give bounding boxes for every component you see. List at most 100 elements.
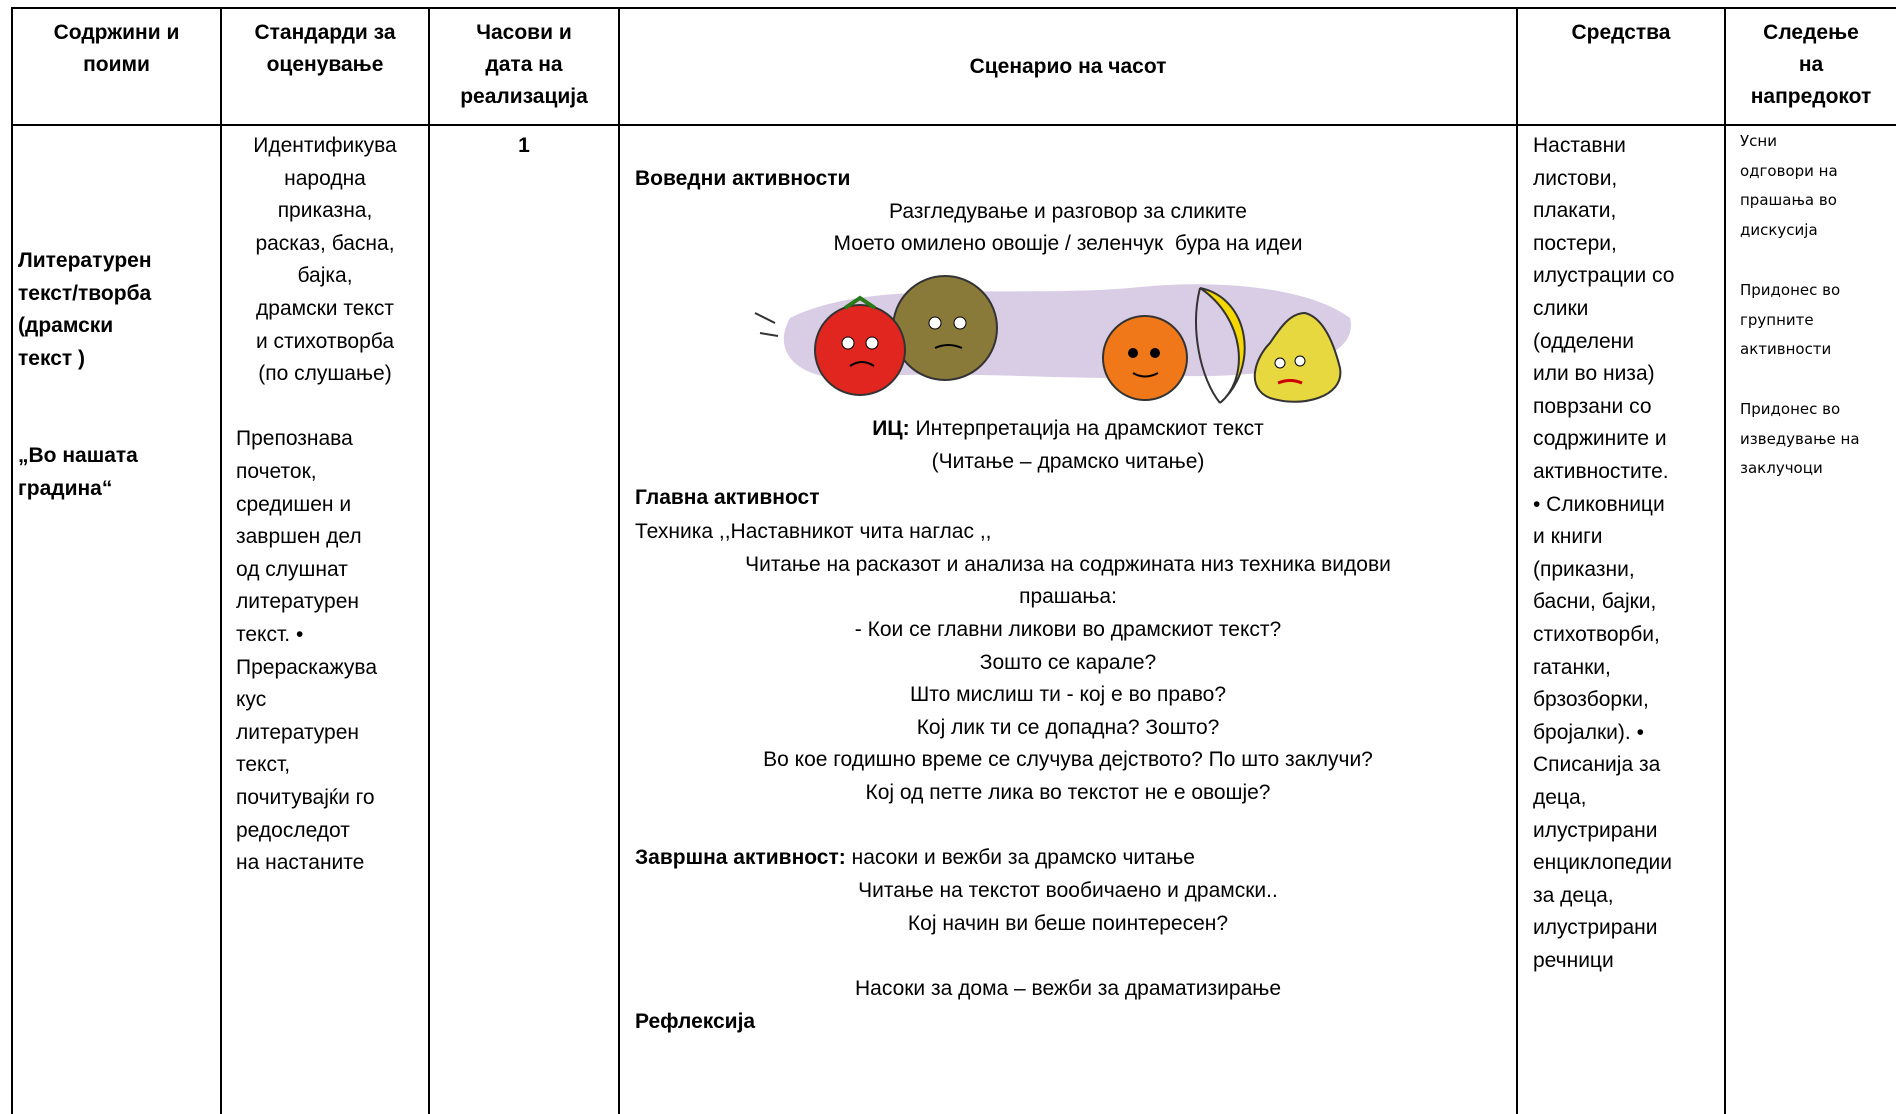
resource-line: брзозборки, — [1533, 684, 1649, 716]
resource-line: или во низа) — [1533, 358, 1655, 390]
resource-line: илустрации со — [1533, 260, 1674, 292]
scenario-line-text: Разгледување и разговор за сликите — [889, 200, 1247, 223]
topic-line: (драмски — [18, 310, 113, 342]
standard-line: (по слушање) — [222, 358, 428, 390]
standard-line-text: на настаните — [236, 851, 365, 875]
resource-line: илустрирани — [1533, 912, 1657, 944]
resource-line-text: гатанки, — [1533, 655, 1611, 679]
standard-line-text: кус — [236, 688, 267, 712]
scenario-line: Главна активност — [635, 482, 819, 514]
resource-line: и книги — [1533, 521, 1602, 553]
standard-line-text: текст. • — [236, 623, 304, 646]
resource-line: за деца, — [1533, 880, 1614, 912]
tracking-line: групните — [1740, 310, 1814, 330]
scenario-line-text: Завршна активност: — [635, 846, 846, 869]
standard-line: кус — [236, 684, 266, 716]
resource-line-text: речници — [1533, 949, 1614, 972]
border — [220, 7, 222, 1114]
topic-line: градина“ — [18, 473, 112, 505]
hours: 1 — [430, 130, 618, 162]
standard-line: бајка, — [222, 260, 428, 292]
border — [428, 7, 430, 1114]
resource-line-text: листови, — [1533, 166, 1618, 190]
standard-line: на настаните — [236, 847, 364, 879]
standard-line: драмски текст — [222, 293, 428, 325]
resource-line-text: илустрации со — [1533, 264, 1675, 288]
topic-line: Литературен — [18, 245, 152, 277]
resource-line: листови, — [1533, 163, 1617, 195]
header-cell-text: Стандарди за — [254, 21, 396, 44]
header-cell: напредокот — [1726, 81, 1896, 113]
header-cell-text: Сценарио на часот — [969, 55, 1167, 78]
border — [11, 7, 13, 1114]
scenario-line: Читање на расказот и анализа на содржина… — [620, 549, 1516, 581]
scenario-line-text: Кој од петте лика во текстот не е овошје… — [865, 781, 1271, 804]
scenario-line: прашања: — [620, 581, 1516, 613]
header-cell-text: Следење — [1763, 21, 1859, 44]
tracking-line-text: Придонес во — [1740, 399, 1841, 418]
border — [1724, 7, 1726, 1114]
resource-line-text: басни, бајки, — [1533, 590, 1657, 614]
scenario-line-text: Што мислиш ти - кој е во право? — [909, 683, 1227, 706]
resource-line: содржините и — [1533, 423, 1667, 455]
standard-line-text: редоследот — [236, 818, 350, 842]
standard-line: Идентификува — [222, 130, 428, 162]
resource-line-text: деца, — [1533, 786, 1587, 809]
header-cell-text: дата на — [485, 53, 563, 76]
header-cell: Часови и — [430, 17, 618, 49]
scenario-line-text: Читање на текстот вообичаено и драмски.. — [858, 879, 1278, 902]
tracking-line-text: Усни — [1740, 132, 1777, 150]
standard-line: Препознава — [236, 423, 353, 455]
scenario-line-text: прашања: — [1019, 585, 1117, 608]
header-cell: на — [1726, 49, 1896, 81]
tracking-line-text: прашања во — [1740, 191, 1837, 210]
resource-line: постери, — [1533, 228, 1617, 260]
resource-line: басни, бајки, — [1533, 586, 1656, 618]
tracking-line: одговори на — [1740, 161, 1838, 181]
scenario-line-text: Кој лик ти се допадна? Зошто? — [916, 716, 1220, 739]
scenario-line-text: Рефлексија — [635, 1010, 756, 1033]
scenario-line: Кој од петте лика во текстот не е овошје… — [620, 777, 1516, 809]
tracking-line: Усни — [1740, 131, 1777, 151]
scenario-line-text: (Читање – драмско читање) — [931, 450, 1205, 473]
resource-line: стихотворби, — [1533, 619, 1660, 651]
header-cell: Содржини и — [13, 17, 220, 49]
standard-line: почеток, — [236, 456, 317, 488]
resource-line-text: енциклопедии — [1533, 851, 1672, 875]
scenario-line: Во кое годишно време се случува дејствот… — [620, 744, 1516, 776]
tracking-line: изведување на — [1740, 429, 1860, 449]
resource-line: Списанија за — [1533, 749, 1660, 781]
topic-line: текст ) — [18, 343, 85, 375]
header-cell: поими — [13, 49, 220, 81]
header-cell: Сценарио на часот — [620, 51, 1516, 83]
scenario-line: Насоки за дома – вежби за драматизирање — [620, 973, 1516, 1005]
scenario-line: Воведни активности — [635, 163, 850, 195]
header-cell-text: Содржини и — [53, 21, 180, 44]
scenario-line-text: Воведни активности — [635, 167, 851, 190]
header-cell-text: Средства — [1571, 21, 1671, 44]
resource-line: гатанки, — [1533, 652, 1611, 684]
scenario-line-text: насоки и вежби за драмско читање — [845, 846, 1195, 869]
topic-line-text: текст/творба — [18, 281, 152, 305]
standard-line-text: почеток, — [236, 460, 317, 483]
scenario-line: Завршна активност: насоки и вежби за дра… — [635, 842, 1195, 874]
border — [1516, 7, 1518, 1114]
resource-line-text: плакати, — [1533, 199, 1617, 223]
scenario-line: Разгледување и разговор за сликите — [620, 196, 1516, 228]
scenario-line: Рефлексија — [635, 1006, 755, 1038]
standard-line-text: народна — [284, 166, 366, 190]
scenario-line: Читање на текстот вообичаено и драмски.. — [620, 875, 1516, 907]
topic-line-text: текст ) — [18, 346, 85, 370]
standard-line: редоследот — [236, 815, 350, 847]
resource-line-text: стихотворби, — [1533, 623, 1660, 646]
border — [12, 7, 1896, 9]
resource-line: илустрирани — [1533, 815, 1657, 847]
standard-line-text: приказна, — [277, 199, 373, 223]
standard-line-text: од слушнат — [236, 557, 348, 581]
resource-line-text: активностите. — [1533, 460, 1669, 483]
standard-line: завршен дел — [236, 521, 362, 553]
standard-line-text: средишен и — [236, 492, 352, 516]
tracking-line: Придонес во — [1740, 399, 1840, 419]
resource-line-text: поврзани со — [1533, 394, 1652, 418]
